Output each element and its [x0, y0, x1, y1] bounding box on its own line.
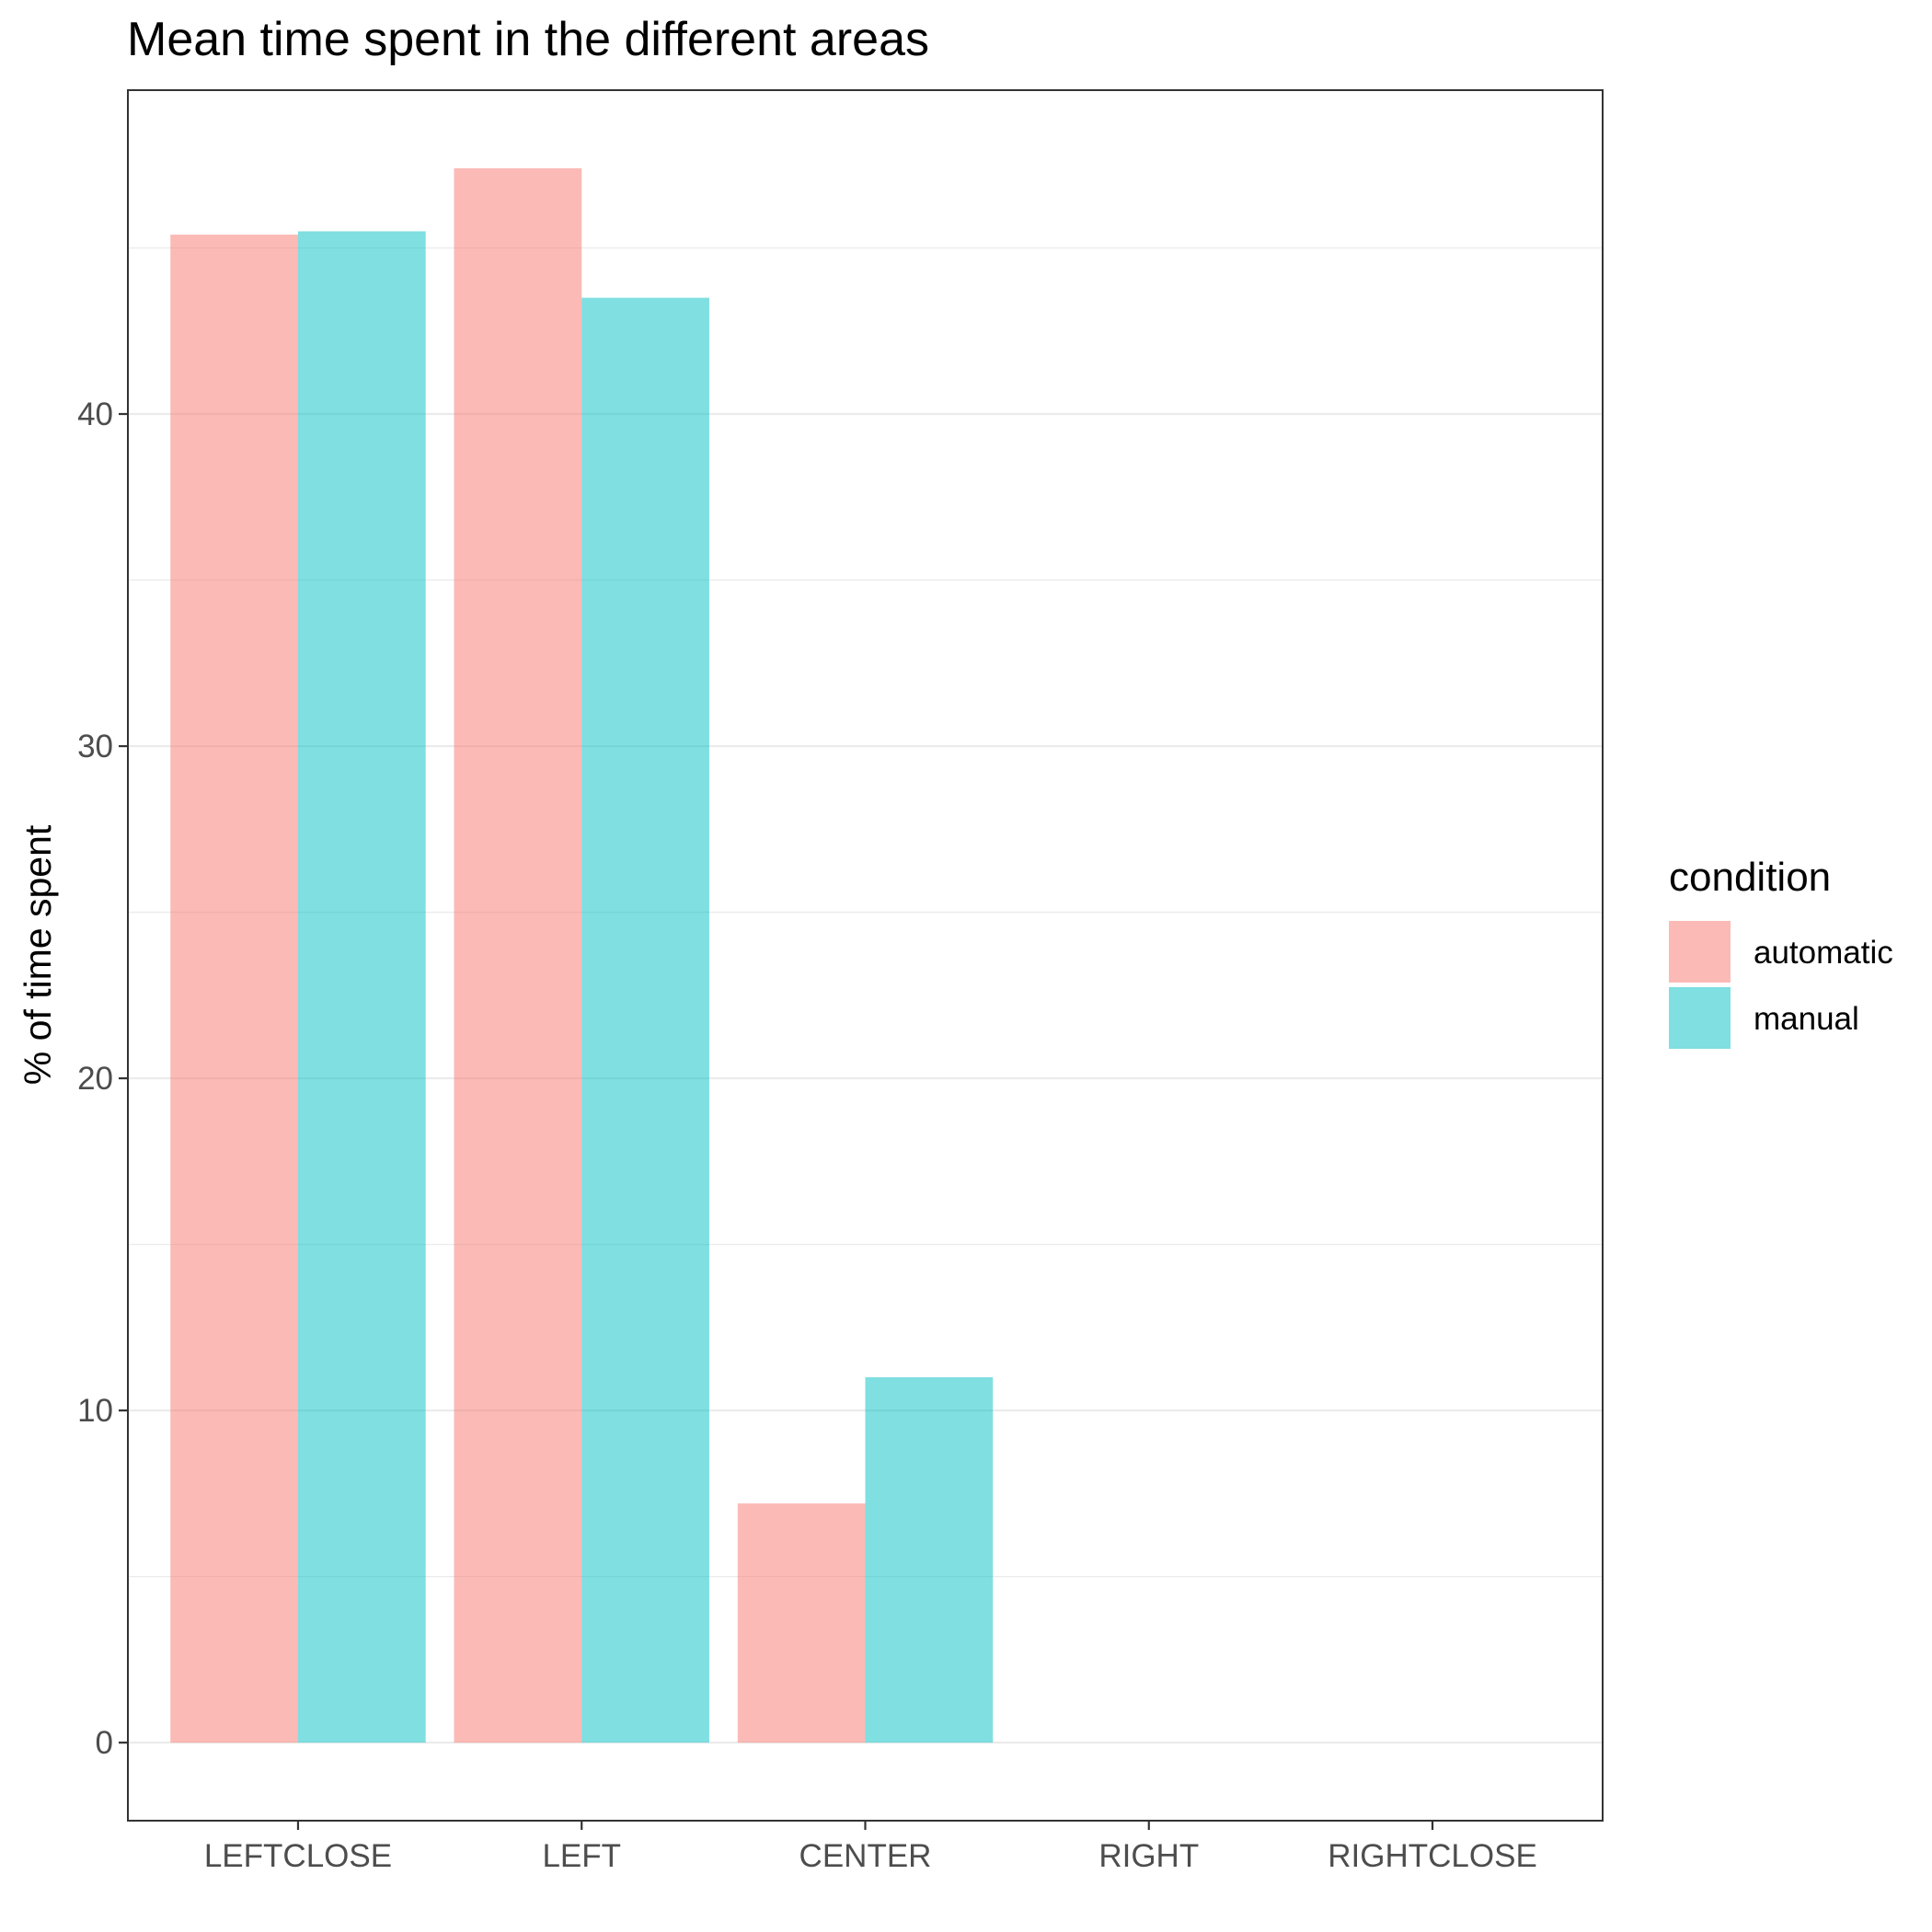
y-tick-label: 20 [77, 1061, 113, 1097]
chart-title: Mean time spent in the different areas [127, 13, 929, 66]
legend-swatch-manual [1669, 987, 1731, 1049]
bar-automatic-center [737, 1503, 866, 1743]
bars [170, 167, 994, 1743]
legend-items: automatic manual [1669, 921, 1893, 1049]
bar-manual-left [581, 297, 709, 1743]
y-axis-title: % of time spent [17, 824, 59, 1085]
bar-manual-leftclose [297, 231, 426, 1743]
x-tick-label: LEFTCLOSE [204, 1838, 392, 1874]
legend-title: condition [1669, 855, 1831, 900]
x-tick-label: CENTER [799, 1838, 932, 1874]
y-tick-label: 40 [77, 397, 113, 432]
plot-panel [127, 89, 1604, 1822]
y-tick-label: 10 [77, 1393, 113, 1429]
y-tick-label: 0 [96, 1725, 113, 1761]
y-tick-label: 30 [77, 729, 113, 765]
bar-manual-center [865, 1377, 994, 1743]
legend-swatch-automatic [1669, 921, 1731, 983]
bar-automatic-left [454, 167, 582, 1743]
x-tick-label: RIGHTCLOSE [1328, 1838, 1537, 1874]
legend-label-automatic: automatic [1754, 935, 1893, 971]
legend: condition automatic manual [1669, 855, 1893, 1049]
x-tick-label: LEFT [542, 1838, 621, 1874]
bar-automatic-leftclose [170, 235, 298, 1743]
x-tick-label: RIGHT [1098, 1838, 1199, 1874]
legend-label-manual: manual [1754, 1001, 1859, 1037]
y-axis: 0 10 20 30 40 [77, 397, 128, 1761]
x-axis: LEFTCLOSE LEFT CENTER RIGHT RIGHTCLOSE [204, 1821, 1537, 1874]
